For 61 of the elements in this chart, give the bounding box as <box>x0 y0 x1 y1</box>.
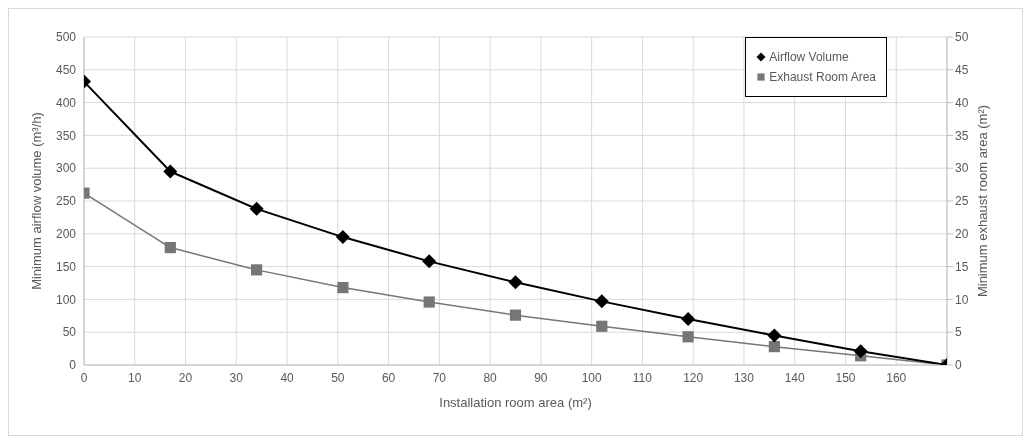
x-tick-label: 70 <box>432 370 447 385</box>
point <box>767 328 782 343</box>
y-tick-label: 450 <box>55 63 77 78</box>
point <box>681 312 696 327</box>
point <box>249 201 264 216</box>
y-tick-label: 100 <box>55 292 77 307</box>
point <box>164 241 176 254</box>
point <box>337 281 349 294</box>
point <box>594 294 609 309</box>
y2-tick-label: 20 <box>955 227 969 242</box>
x-tick-label: 160 <box>886 370 907 385</box>
x-tick-label: 80 <box>483 370 498 385</box>
x-tick-label: 10 <box>128 370 142 385</box>
x-tick-label: 110 <box>632 370 653 385</box>
point <box>423 296 435 308</box>
x-tick-label: 140 <box>784 370 806 385</box>
point <box>508 275 523 290</box>
x-tick-label: 90 <box>534 370 548 385</box>
x-tick-label: 120 <box>683 370 704 385</box>
x-tick-label: 20 <box>178 370 193 385</box>
x-tick-label: 100 <box>581 370 602 385</box>
x-tick-label: 60 <box>381 370 396 385</box>
y2-tick-label: 10 <box>955 292 969 307</box>
y2-tick-label: 50 <box>955 30 969 45</box>
y2-axis-title: Minimum exhaust room area (m²) <box>975 104 990 298</box>
point <box>596 320 608 332</box>
y-tick-label: 150 <box>55 259 77 274</box>
y-tick-label: 50 <box>62 325 77 340</box>
point <box>768 341 780 353</box>
y-axis-title: Minimum airflow volume (m³/h) <box>29 112 44 290</box>
y2-tick-label: 40 <box>955 95 969 110</box>
y2-tick-label: 35 <box>955 128 969 143</box>
x-tick-label: 30 <box>229 370 244 385</box>
legend-label: Exhaust Room Area <box>769 70 876 84</box>
y-tick-label: 350 <box>55 128 77 143</box>
y-tick-label: 300 <box>55 161 77 176</box>
x-tick-label: 0 <box>80 370 88 385</box>
point <box>335 230 350 245</box>
x-axis-title: Installation room area (m²) <box>439 395 592 410</box>
x-tick-label: 50 <box>331 370 345 385</box>
y2-tick-label: 15 <box>955 259 969 274</box>
x-tick-label: 130 <box>733 370 755 385</box>
y2-tick-label: 5 <box>955 325 962 340</box>
y-tick-label: 400 <box>55 95 77 110</box>
x-tick-label: 40 <box>280 370 295 385</box>
legend-label: Airflow Volume <box>769 50 849 64</box>
point <box>422 254 437 269</box>
y-tick-label: 0 <box>69 358 77 373</box>
y2-tick-label: 30 <box>955 161 969 176</box>
point <box>163 164 178 179</box>
point <box>251 264 263 276</box>
point <box>853 344 868 359</box>
y2-tick-label: 0 <box>955 358 962 373</box>
y-tick-label: 500 <box>55 30 77 45</box>
y-tick-label: 200 <box>55 227 77 242</box>
y2-tick-label: 45 <box>955 63 969 78</box>
y2-tick-label: 25 <box>955 194 969 209</box>
point <box>682 331 694 343</box>
point <box>509 309 522 321</box>
x-tick-label: 150 <box>835 370 856 385</box>
y-tick-label: 250 <box>55 194 77 209</box>
